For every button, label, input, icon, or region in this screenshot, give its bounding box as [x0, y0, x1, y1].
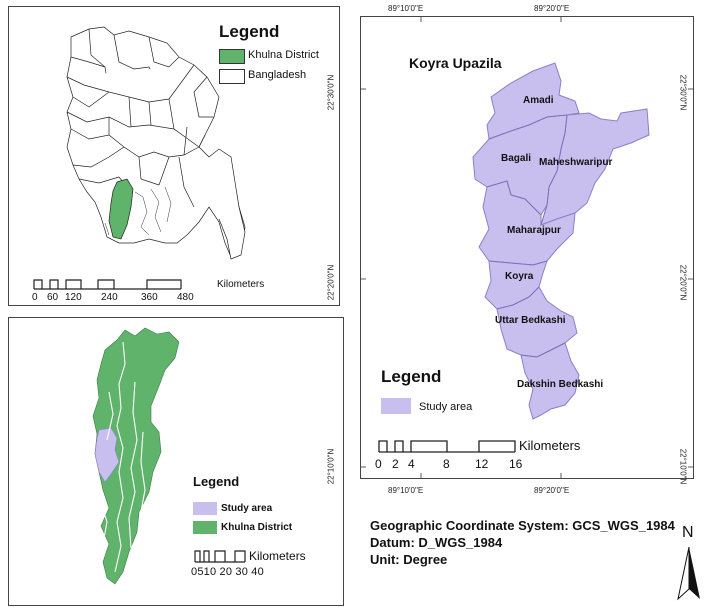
upazila-scale-bar — [378, 440, 516, 453]
upazila-scale-tick-0: 0 — [375, 457, 382, 471]
khulna-district-panel: Legend Study area Khulna District Kilome… — [8, 317, 344, 606]
union-label-dakshin-bedkashi: Dakshin Bedkashi — [517, 379, 604, 390]
lat-label-left-3: 22°10'0"N — [326, 448, 336, 485]
union-label-koyra: Koyra — [505, 271, 534, 282]
legend-swatch-bangladesh — [219, 69, 245, 84]
union-label-amadi: Amadi — [523, 95, 554, 106]
legend-swatch-upazila-study-area — [381, 398, 411, 414]
scale-tick-0: 0 — [32, 292, 38, 303]
lon-label-bottom-1: 89°10'0"E — [388, 486, 424, 495]
scale-tick-60: 60 — [47, 292, 59, 303]
overview-scale-bar — [33, 279, 182, 290]
upazila-scale-tick-16: 16 — [509, 457, 523, 471]
lat-label-left-1: 22°30'0"N — [326, 74, 336, 111]
lat-label-left-2: 22°20'0"N — [326, 264, 336, 301]
upazila-scale-tick-2: 2 — [392, 457, 399, 471]
lon-label-top-2: 89°20'0"E — [534, 4, 570, 13]
district-scale-bar — [194, 550, 246, 563]
legend-swatch-khulna-district — [193, 521, 217, 534]
scale-tick-480: 480 — [177, 292, 194, 303]
bangladesh-overview-panel: Legend Khulna District Bangladesh Kilome… — [8, 6, 340, 306]
overview-legend-title: Legend — [219, 22, 280, 41]
north-arrow-label: N — [682, 524, 694, 541]
koyra-upazila-map — [361, 17, 693, 478]
coordinate-system-text: Geographic Coordinate System: GCS_WGS_19… — [370, 518, 675, 533]
upazila-scale-tick-8: 8 — [443, 457, 450, 471]
legend-label-khulna: Khulna District — [248, 49, 319, 61]
union-label-bagali: Bagali — [501, 153, 532, 164]
lon-label-bottom-2: 89°20'0"E — [534, 486, 570, 495]
lat-label-right-2: 22°20'0"N — [678, 264, 688, 301]
legend-label-khulna-district: Khulna District — [221, 522, 293, 533]
khulna-district-map — [92, 327, 180, 585]
union-label-maheshwaripur: Maheshwaripur — [539, 157, 613, 168]
union-label-maharajpur: Maharajpur — [507, 225, 561, 236]
district-legend-title: Legend — [193, 474, 240, 489]
upazila-scale-tick-4: 4 — [408, 457, 415, 471]
district-scale-unit: Kilometers — [249, 549, 306, 563]
north-arrow-icon — [677, 546, 700, 601]
legend-label-upazila-study-area: Study area — [419, 401, 473, 413]
upazila-legend-title: Legend — [381, 367, 442, 386]
district-scale-ticks: 0510 20 30 40 — [191, 566, 264, 578]
unit-text: Unit: Degree — [370, 552, 448, 567]
legend-swatch-study-area — [193, 502, 217, 515]
lat-label-right-1: 22°30'0"N — [678, 74, 688, 111]
bangladesh-map — [66, 26, 246, 260]
lat-label-right-3: 22°10'0"N — [678, 448, 688, 485]
upazila-scale-tick-12: 12 — [475, 457, 489, 471]
koyra-upazila-panel: Koyra Upazila Amadi Bagali Maheshwaripur… — [360, 16, 694, 479]
legend-swatch-khulna — [219, 49, 245, 64]
datum-text: Datum: D_WGS_1984 — [370, 535, 503, 550]
legend-label-study-area: Study area — [221, 503, 273, 514]
scale-tick-240: 240 — [101, 292, 118, 303]
union-label-uttar-bedkashi: Uttar Bedkashi — [495, 315, 566, 326]
scale-tick-120: 120 — [65, 292, 82, 303]
upazila-scale-unit: Kilometers — [519, 438, 581, 453]
legend-label-bangladesh: Bangladesh — [248, 69, 307, 81]
lon-label-top-1: 89°10'0"E — [388, 4, 424, 13]
overview-scale-unit: Kilometers — [217, 279, 265, 290]
scale-tick-360: 360 — [141, 292, 158, 303]
upazila-title: Koyra Upazila — [409, 55, 502, 71]
